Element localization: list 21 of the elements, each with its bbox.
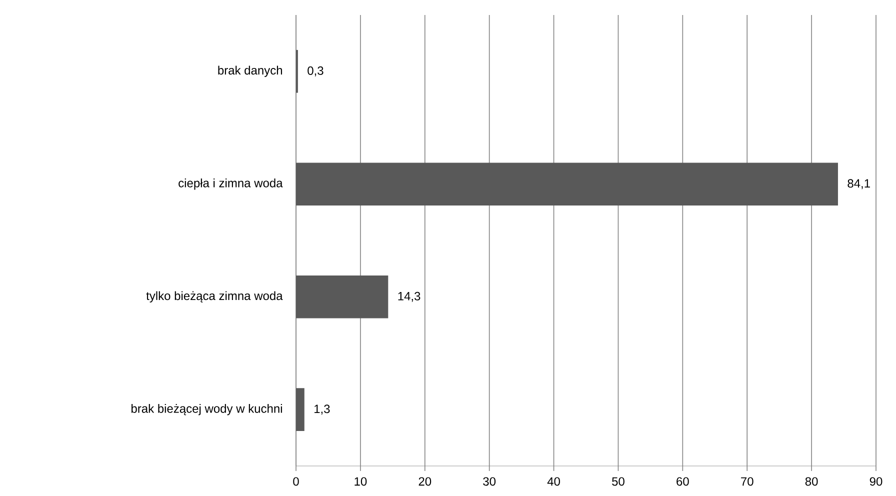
x-tick-label: 50 [612, 477, 624, 486]
x-tick-label: 90 [870, 477, 882, 486]
x-tick-label: 70 [741, 477, 754, 486]
x-tick-label: 60 [676, 477, 689, 486]
bar [296, 275, 388, 318]
data-label: 14,3 [398, 292, 420, 302]
x-tick-label: 20 [418, 477, 432, 486]
y-tick-label: tylko bieżąca zimna woda [146, 291, 283, 302]
x-tick-label: 0 [293, 477, 299, 486]
y-tick-label: ciepła i zimna woda [178, 178, 283, 190]
data-label: 84,1 [848, 179, 870, 190]
x-tick-label: 80 [805, 477, 818, 486]
x-tick-label: 40 [547, 477, 560, 486]
y-tick-label: brak danych [218, 66, 282, 77]
data-label: 0,3 [308, 66, 324, 76]
data-label: 1,3 [314, 404, 330, 415]
bar [296, 162, 838, 206]
x-tick-label: 10 [354, 477, 367, 486]
y-tick-label: brak bieżącej wody w kuchni [132, 404, 282, 416]
bar [296, 388, 304, 432]
x-tick-label: 30 [483, 477, 496, 486]
